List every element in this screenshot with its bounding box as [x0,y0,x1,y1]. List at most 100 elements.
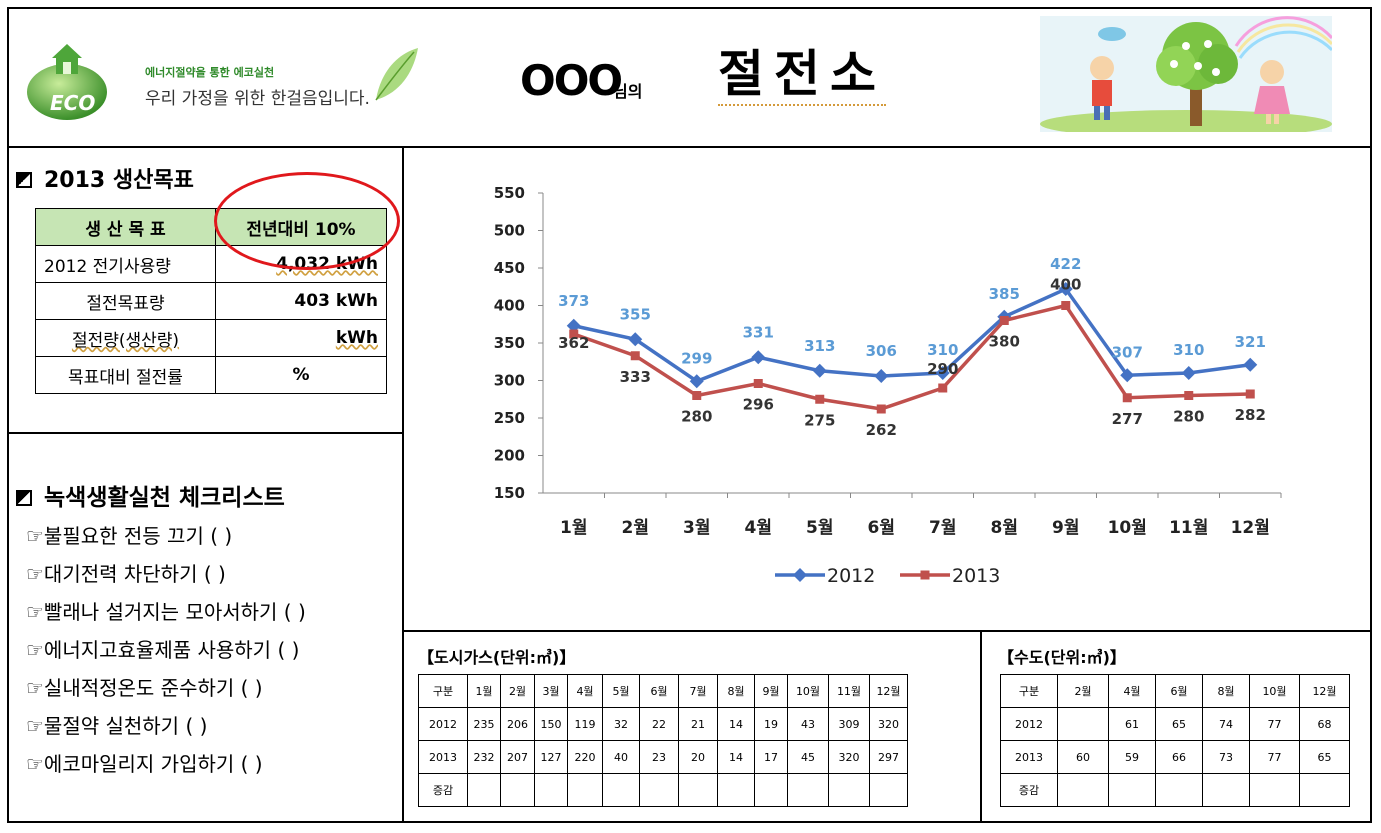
table-header-cell: 5월 [602,674,640,708]
x-tick-label: 8월 [991,518,1018,538]
table-cell: 73 [1202,740,1250,774]
point-2013 [753,379,763,388]
table-cell [1108,773,1156,807]
data-label-2013: 282 [1235,406,1266,424]
x-tick-label: 4월 [745,518,772,538]
data-label-2013: 280 [1173,408,1204,426]
series-line-2012 [573,286,1251,384]
table-cell [787,773,829,807]
data-label-2012: 306 [866,342,897,360]
title-name-placeholder: OOO [520,56,623,105]
point-2012 [1181,366,1196,380]
table-header-cell: 12월 [869,674,908,708]
title-suffix: 님의 [613,82,643,101]
table-header-cell: 1월 [467,674,501,708]
checklist-item[interactable]: ☞대기전력 차단하기 ( ) [26,562,226,586]
table-cell [534,773,568,807]
goal-row-label: 절전량(생산량) [35,319,216,357]
x-tick-label: 12월 [1231,518,1270,538]
table-header-cell: 6월 [1155,674,1203,708]
table-header-cell: 구분 [1000,674,1058,708]
goal-row-value: 403 kWh [215,282,387,320]
table-cell: 45 [787,740,829,774]
data-label-2013: 400 [1050,276,1081,294]
table-cell [1057,707,1109,741]
point-2012 [1120,368,1135,383]
table-header-cell: 10월 [787,674,829,708]
checklist-item[interactable]: ☞불필요한 전등 끄기 ( ) [26,524,233,548]
data-label-2013: 380 [989,333,1020,351]
table-header-cell: 12월 [1299,674,1350,708]
checklist-item[interactable]: ☞에너지고효율제품 사용하기 ( ) [26,638,300,662]
goal-row-label: 절전목표량 [35,282,216,320]
data-label-2013: 362 [558,334,589,352]
table-cell [602,773,640,807]
data-label-2012: 385 [989,285,1020,303]
data-label-2012: 331 [743,323,774,341]
legend-marker-2012 [793,568,807,582]
table-cell: 14 [717,707,755,741]
x-tick-label: 9월 [1052,518,1079,538]
checklist-item[interactable]: ☞에코마일리지 가입하기 ( ) [26,752,263,776]
checklist-item[interactable]: ☞빨래나 설거지는 모아서하기 ( ) [26,600,306,624]
checkbox-square-icon [16,490,32,506]
goal-row-label: 목표대비 절전률 [35,356,216,394]
table-cell: 59 [1108,740,1156,774]
data-label-2013: 290 [927,360,958,378]
table-cell: 320 [828,740,870,774]
x-tick-label: 3월 [683,518,710,538]
point-2013 [815,394,825,404]
svg-text:ECO: ECO [50,91,95,115]
table-cell: 2012 [418,707,468,741]
table-cell: 2013 [418,740,468,774]
kids-tree-illustration [1040,16,1332,132]
table-header-cell: 9월 [754,674,788,708]
table-cell: 17 [754,740,788,774]
table-header-cell: 3월 [534,674,568,708]
y-tick-label: 150 [494,484,525,502]
data-label-2012: 355 [620,305,651,323]
y-tick-label: 200 [494,447,525,465]
point-2012 [874,369,889,383]
chart-bottom-divider [402,630,1372,632]
point-2012 [566,318,581,333]
data-label-2012: 422 [1050,255,1081,273]
x-tick-label: 11월 [1169,518,1208,538]
table-header-cell: 2월 [500,674,535,708]
point-2013 [1245,389,1255,399]
table-cell [869,773,908,807]
checklist-item[interactable]: ☞물절약 실천하기 ( ) [26,714,208,738]
data-label-2012: 310 [1173,341,1204,359]
data-label-2012: 310 [927,341,958,359]
table-header-cell: 4월 [1108,674,1156,708]
table-cell: 150 [534,707,568,741]
y-tick-label: 450 [494,259,525,277]
page-title: 절전소 [718,44,886,106]
checklist-item[interactable]: ☞실내적정온도 준수하기 ( ) [26,676,263,700]
table-cell: 증감 [1000,773,1058,807]
table-header-row: 구분 2월 4월 6월 8월 10월 12월 [1000,674,1350,708]
tables-divider [980,630,982,823]
table-cell: 320 [869,707,908,741]
left-panel-divider [402,146,404,823]
x-tick-label: 2월 [622,518,649,538]
highlight-circle [214,172,400,270]
point-2012 [935,366,950,380]
data-label-2013: 333 [620,368,651,386]
goal-row-label: 2012 전기사용량 [35,245,216,283]
data-label-2013: 280 [681,408,712,426]
table-cell: 40 [602,740,640,774]
data-label-2013: 277 [1112,410,1143,428]
gas-usage-table: 구분 1월 2월 3월 4월 5월 6월 7월 8월 9월 10월 11월 12월 2012 235 206 1… [418,674,908,807]
page-frame [7,7,1372,823]
table-cell: 32 [602,707,640,741]
table-cell [639,773,679,807]
table-row: 2013 232 207 127 220 40 23 20 14 17 45 320 297 [418,740,908,774]
table-cell: 127 [534,740,568,774]
left-section-divider [7,432,403,434]
table-cell: 65 [1155,707,1203,741]
table-cell [467,773,501,807]
leaf-icon [375,48,418,101]
table-cell: 309 [828,707,870,741]
table-cell [717,773,755,807]
